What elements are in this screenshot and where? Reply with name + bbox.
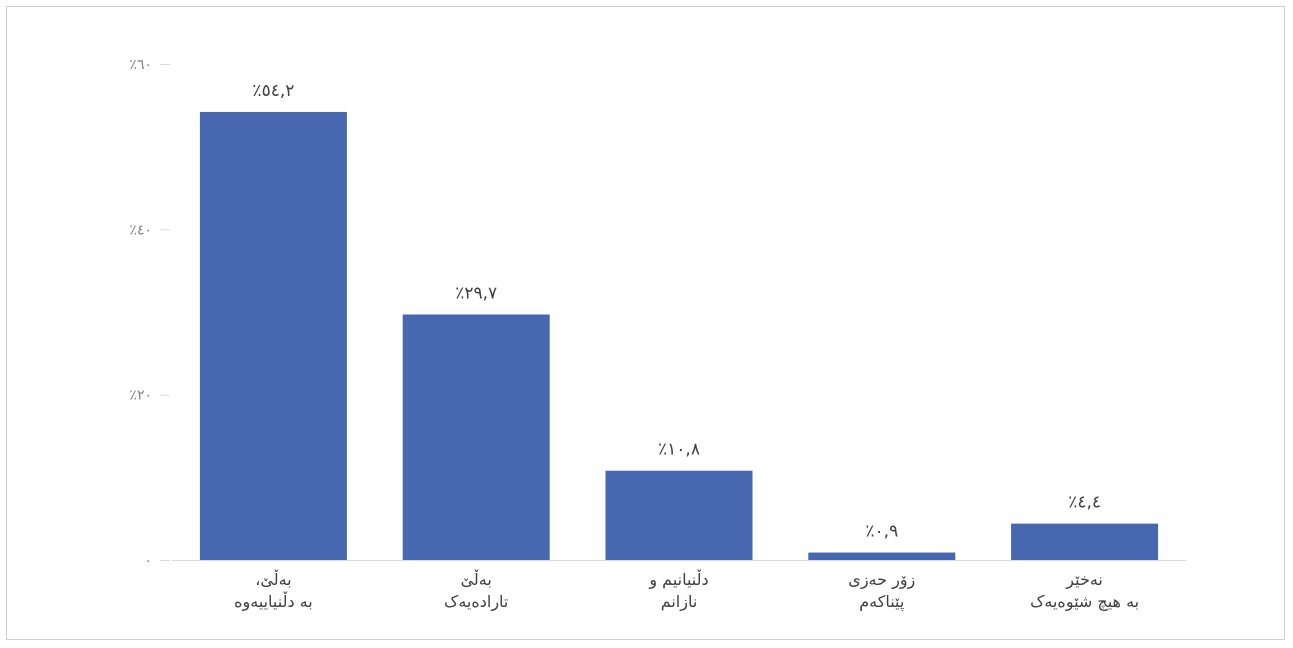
bar — [605, 470, 753, 560]
category-label: پێناکەم — [859, 592, 904, 612]
y-tick-label: ٪٢٠ — [129, 388, 152, 404]
bar-value-label: ٪٢٩,٧ — [455, 283, 497, 303]
category-label: نەخێر — [1065, 570, 1103, 590]
y-tick-label: ٠ — [144, 553, 152, 569]
bar-value-label: ٪١٠,٨ — [658, 440, 700, 460]
bar-value-label: ٪٤,٤ — [1068, 493, 1101, 513]
y-tick-label: ٪٦٠ — [129, 57, 152, 73]
bar — [808, 552, 956, 560]
bar — [199, 111, 347, 561]
category-label: زۆر حەزی — [848, 570, 915, 590]
category-label: نازانم — [661, 592, 698, 612]
category-label: بەڵێ — [461, 569, 492, 589]
category-label: بەڵێ، — [255, 569, 291, 589]
category-label: تارادەیەک — [444, 592, 508, 612]
category-label: بە هیچ شێوەیەک — [1030, 592, 1139, 612]
bar — [402, 314, 550, 560]
bar-value-label: ٪٥٤,٢ — [252, 81, 294, 101]
y-tick-label: ٪٤٠ — [129, 222, 152, 238]
category-label: دڵنیانیم و — [648, 569, 708, 590]
category-label: بە دڵنیاییەوە — [234, 591, 313, 612]
bar — [1011, 523, 1159, 560]
bar-value-label: ٪٠,٩ — [865, 522, 898, 542]
